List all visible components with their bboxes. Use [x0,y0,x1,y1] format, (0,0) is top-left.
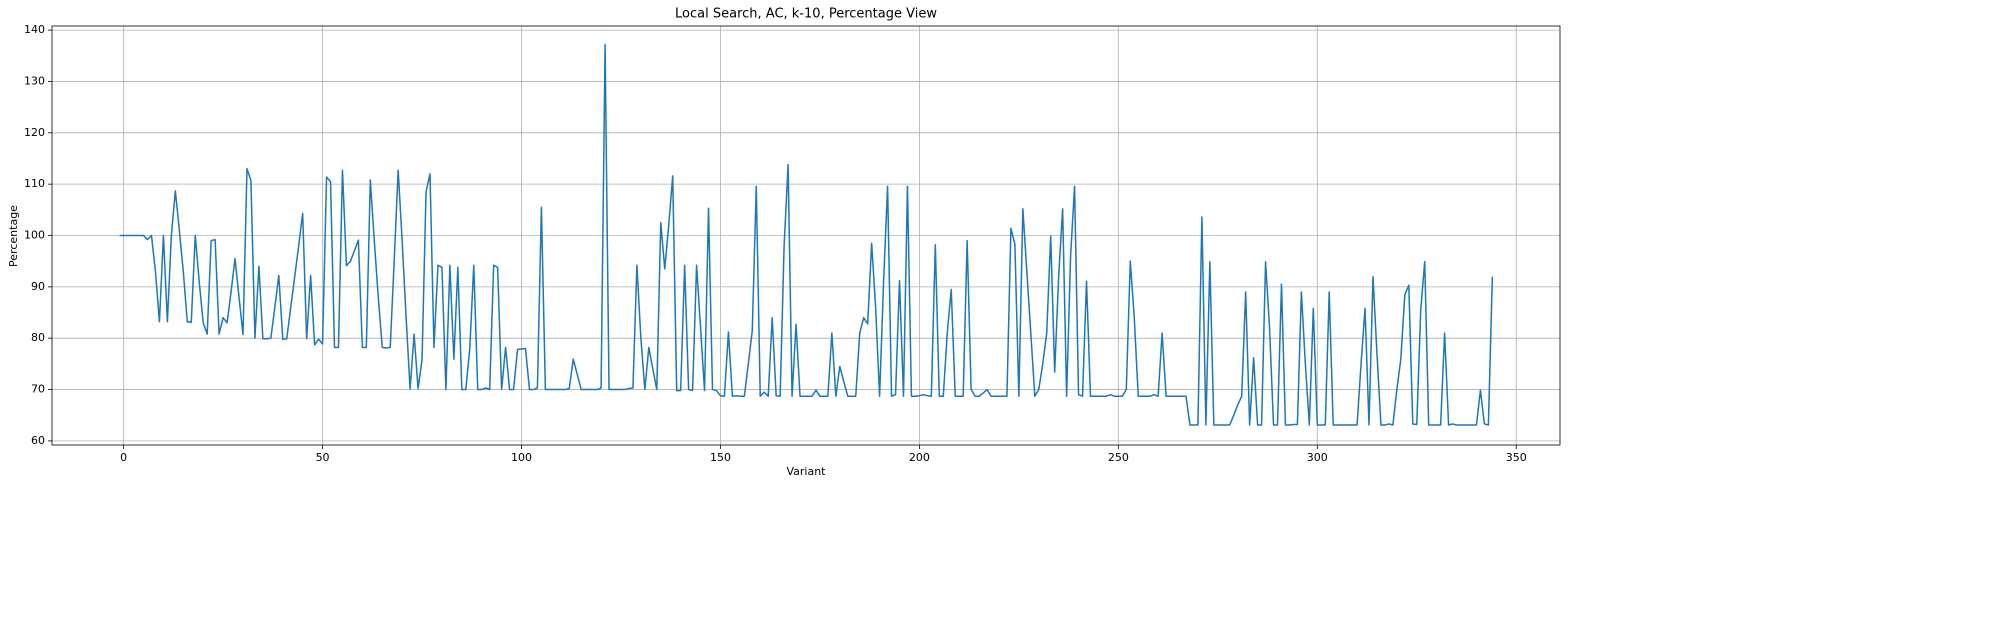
y-axis-label: Percentage [7,205,20,267]
plot-frame [51,25,1561,446]
y-tick-label: 130 [24,74,45,87]
x-axis-label: Variant [786,465,826,478]
x-tick-label: 0 [120,451,127,464]
y-tick-label: 80 [31,331,45,344]
y-tick-label: 90 [31,280,45,293]
y-tick-label: 120 [24,126,45,139]
x-tick-label: 50 [316,451,330,464]
chart-title: Local Search, AC, k-10, Percentage View [675,7,937,22]
y-tick-label: 60 [31,434,45,447]
x-tick-label: 250 [1108,451,1129,464]
data-line [119,43,1494,426]
x-tick-label: 200 [909,451,930,464]
x-tick-label: 350 [1506,451,1527,464]
x-tick-label: 100 [511,451,532,464]
y-tick-label: 140 [24,23,45,36]
x-tick-label: 300 [1307,451,1328,464]
y-tick-label: 100 [24,229,45,242]
x-tick-label: 150 [710,451,731,464]
y-tick-label: 70 [31,383,45,396]
y-tick-label: 110 [24,177,45,190]
